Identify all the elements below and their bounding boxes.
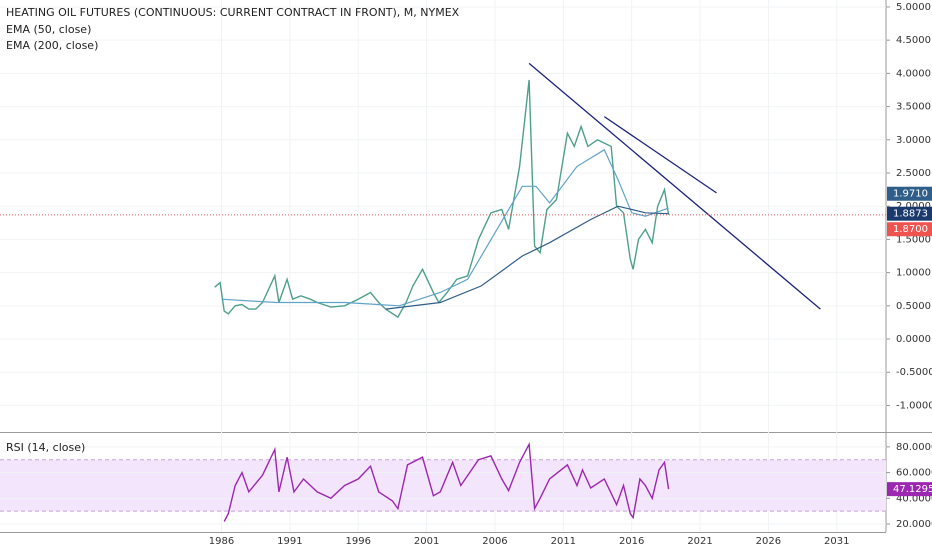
y-tick-label: 5.0000 bbox=[896, 2, 931, 13]
x-tick-label: 2031 bbox=[824, 536, 849, 547]
series-line bbox=[385, 205, 669, 310]
y-tick-label: 4.0000 bbox=[896, 68, 931, 79]
y-tick-label: 3.5000 bbox=[896, 102, 931, 113]
price-label-box bbox=[887, 482, 932, 497]
y-tick-label: 1.0000 bbox=[896, 268, 931, 279]
y-tick-label: 40.0000 bbox=[896, 493, 932, 504]
y-tick-label: 0.0000 bbox=[896, 334, 931, 345]
x-tick-label: 2026 bbox=[756, 536, 781, 547]
series-line bbox=[223, 441, 670, 522]
y-tick-label: 3.0000 bbox=[896, 135, 931, 146]
price-label: 47.1295 bbox=[893, 484, 932, 495]
price-label: 1.8700 bbox=[893, 224, 928, 235]
y-tick-label: 1.5000 bbox=[896, 234, 931, 245]
chart-title: HEATING OIL FUTURES (CONTINUOUS: CURRENT… bbox=[6, 6, 460, 19]
y-tick-label: 2.5000 bbox=[896, 168, 931, 179]
series-line bbox=[214, 79, 670, 319]
x-tick-label: 1991 bbox=[277, 536, 302, 547]
price-label-box bbox=[887, 206, 932, 221]
y-tick-label: -1.0000 bbox=[896, 400, 932, 411]
trend-line bbox=[528, 62, 821, 310]
x-tick-label: 2016 bbox=[619, 536, 644, 547]
x-tick-label: 2006 bbox=[482, 536, 507, 547]
x-tick-label: 1986 bbox=[209, 536, 234, 547]
y-tick-label: 80.0000 bbox=[896, 442, 932, 453]
price-label-box bbox=[887, 186, 932, 201]
series-line bbox=[221, 148, 669, 307]
x-tick-label: 1996 bbox=[346, 536, 371, 547]
x-tick-label: 2001 bbox=[414, 536, 439, 547]
price-label: 1.8873 bbox=[893, 209, 928, 220]
x-tick-label: 2021 bbox=[687, 536, 712, 547]
y-tick-label: 0.5000 bbox=[896, 301, 931, 312]
price-label-box bbox=[887, 222, 932, 237]
trend-line bbox=[603, 116, 717, 194]
rsi-title: RSI (14, close) bbox=[6, 441, 85, 454]
y-tick-label: -0.5000 bbox=[896, 367, 932, 378]
y-tick-label: 20.0000 bbox=[896, 519, 932, 530]
y-tick-label: 4.5000 bbox=[896, 35, 931, 46]
price-label: 1.9710 bbox=[893, 189, 928, 200]
y-tick-label: 60.0000 bbox=[896, 468, 932, 479]
indicator-label: EMA (50, close) bbox=[6, 23, 91, 36]
indicator-label: EMA (200, close) bbox=[6, 39, 98, 52]
x-tick-label: 2011 bbox=[551, 536, 576, 547]
